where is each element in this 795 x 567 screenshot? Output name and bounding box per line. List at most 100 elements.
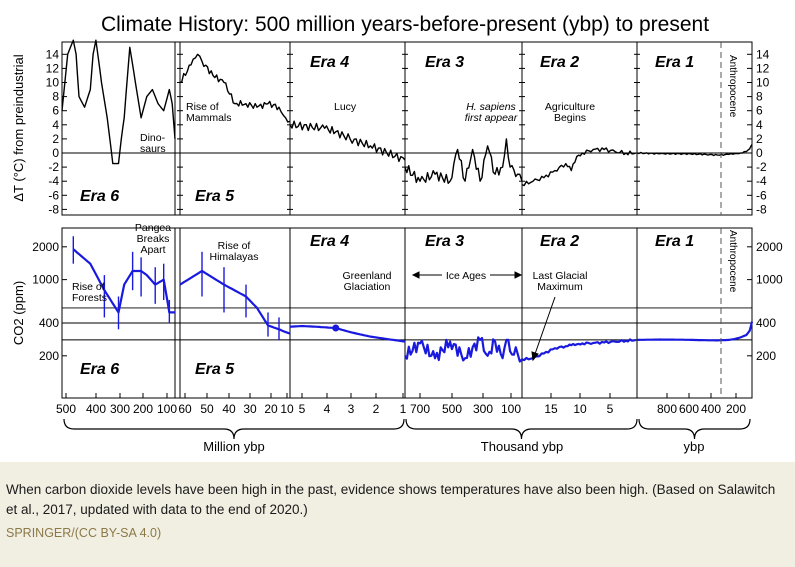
- x-tick-label: 400: [86, 402, 106, 416]
- co2-data-point: [332, 324, 340, 332]
- co2-ytick-label: 200: [39, 349, 59, 363]
- x-segment-label-ybp: ybp: [684, 439, 705, 454]
- x-tick-label: 100: [501, 402, 521, 416]
- annotation-lgm: Last Glacial Maximum: [533, 270, 588, 293]
- era-label-temp-3: Era 3: [425, 54, 464, 71]
- temp-ytick-label: 0: [52, 146, 59, 160]
- temp-ytick-label: 4: [52, 118, 59, 132]
- brace-million-ybp: [63, 418, 405, 440]
- co2-panel-frame: [61, 227, 753, 399]
- x-tick-label: 5: [299, 402, 306, 416]
- annotation-greenland: Greenland Glaciation: [342, 270, 391, 293]
- co2-ytick-label-right: 200: [756, 349, 776, 363]
- lgm-arrow: [531, 296, 556, 362]
- x-tick-label: 800: [657, 402, 677, 416]
- co2-series-segment: [289, 325, 406, 343]
- x-tick-label: 500: [442, 402, 462, 416]
- x-tick-label: 30: [243, 402, 257, 416]
- era-label-co2-6: Era 6: [80, 361, 119, 378]
- temp-ytick-label-right: 12: [756, 61, 770, 75]
- temp-ytick-label: 14: [46, 47, 60, 61]
- x-tick-label: 15: [544, 402, 558, 416]
- annotation-himalayas: Rise of Himalayas: [209, 240, 258, 263]
- temp-ytick-label: 10: [46, 76, 60, 90]
- x-tick-label: 5: [607, 402, 614, 416]
- temp-ytick-label: -4: [48, 174, 59, 188]
- annotation-anthropocene-co2: Anthropocene: [727, 230, 738, 293]
- annotation-ice-ages: Ice Ages: [446, 270, 486, 282]
- temperature-panel: [61, 41, 753, 216]
- era-label-temp-4: Era 4: [310, 54, 349, 71]
- x-tick-label: 50: [200, 402, 214, 416]
- temp-ytick-label-right: -2: [756, 160, 767, 174]
- era-label-temp-1: Era 1: [655, 54, 694, 71]
- climate-chart: Climate History: 500 million years-befor…: [11, 13, 783, 454]
- era-label-temp-5: Era 5: [195, 188, 235, 205]
- x-tick-label: 10: [573, 402, 587, 416]
- co2-ytick-label: 2000: [32, 240, 59, 254]
- temperature-series-segment: [179, 53, 291, 123]
- annotation-agriculture: Agriculture Begins: [545, 101, 595, 124]
- temp-ytick-label-right: 2: [756, 132, 763, 146]
- annotation-pangea: Pangea Breaks Apart: [135, 222, 171, 256]
- temperature-ylabel: ΔT (°C) from preindustrial: [11, 54, 26, 201]
- x-tick-label: 700: [410, 402, 430, 416]
- x-segment-label-million: Million ybp: [203, 439, 264, 454]
- image-credit: SPRINGER/(CC BY-SA 4.0): [6, 526, 162, 540]
- co2-series-segment: [521, 338, 637, 362]
- era-label-temp-2: Era 2: [540, 54, 579, 71]
- co2-ytick-label: 400: [39, 316, 59, 330]
- temp-ytick-label-right: 0: [756, 146, 763, 160]
- temp-ytick-label: -2: [48, 160, 59, 174]
- temp-ytick-label: 6: [52, 104, 59, 118]
- x-tick-label: 400: [701, 402, 721, 416]
- x-tick-label: 200: [133, 402, 153, 416]
- annotation-dinosaurs: Dino-saurs: [140, 132, 166, 155]
- temp-ytick-label: -6: [48, 188, 59, 202]
- annotation-h-sapiens: H. sapiens first appear: [465, 101, 518, 124]
- temp-ytick-label: 2: [52, 132, 59, 146]
- temp-ytick-label-right: 6: [756, 104, 763, 118]
- chart-title: Climate History: 500 million years-befor…: [101, 13, 709, 36]
- co2-panel: [61, 227, 753, 399]
- temp-ytick-label-right: 4: [756, 118, 763, 132]
- x-tick-label: 300: [473, 402, 493, 416]
- co2-ytick-label-right: 2000: [756, 240, 783, 254]
- co2-ylabel: CO2 (ppm): [11, 281, 26, 345]
- annotation-anthropocene-temp: Anthropocene: [727, 55, 738, 118]
- x-tick-label: 200: [726, 402, 746, 416]
- era-label-co2-5: Era 5: [195, 361, 235, 378]
- temp-ytick-label-right: -6: [756, 188, 767, 202]
- temp-ytick-label-right: -8: [756, 202, 767, 216]
- co2-series-segment: [72, 248, 175, 314]
- co2-series-segment: [404, 336, 523, 363]
- era-label-co2-3: Era 3: [425, 233, 464, 250]
- temp-ytick-label-right: -4: [756, 174, 767, 188]
- temp-ytick-label: 12: [46, 61, 60, 75]
- era-label-co2-4: Era 4: [310, 233, 349, 250]
- temperature-series-segment: [61, 39, 176, 165]
- co2-ytick-label-right: 400: [756, 316, 776, 330]
- x-tick-label: 3: [348, 402, 355, 416]
- temp-ytick-label: 8: [52, 90, 59, 104]
- ice-ages-arrows: [411, 271, 523, 279]
- x-tick-label: 20: [264, 402, 278, 416]
- temperature-series-segment: [404, 138, 523, 185]
- temp-ytick-label-right: 10: [756, 76, 770, 90]
- annotation-rise-of-mammals: Rise of Mammals: [186, 101, 232, 124]
- temp-ytick-label-right: 8: [756, 90, 763, 104]
- temperature-panel-frame: [61, 41, 753, 216]
- co2-series-segment: [637, 321, 754, 342]
- era-label-co2-1: Era 1: [655, 233, 694, 250]
- caption-box: When carbon dioxide levels have been hig…: [0, 462, 795, 567]
- annotation-lucy: Lucy: [334, 101, 357, 113]
- temperature-series-segment: [289, 120, 406, 163]
- x-tick-label: 2: [373, 402, 380, 416]
- x-tick-label: 600: [679, 402, 699, 416]
- x-tick-label: 4: [324, 402, 331, 416]
- x-tick-label: 500: [56, 402, 76, 416]
- x-tick-label: 40: [222, 402, 236, 416]
- temperature-series-segment: [521, 147, 637, 187]
- annotation-rise-of-forests: Rise of Forests: [72, 281, 107, 304]
- brace-thousand-ybp: [405, 418, 638, 440]
